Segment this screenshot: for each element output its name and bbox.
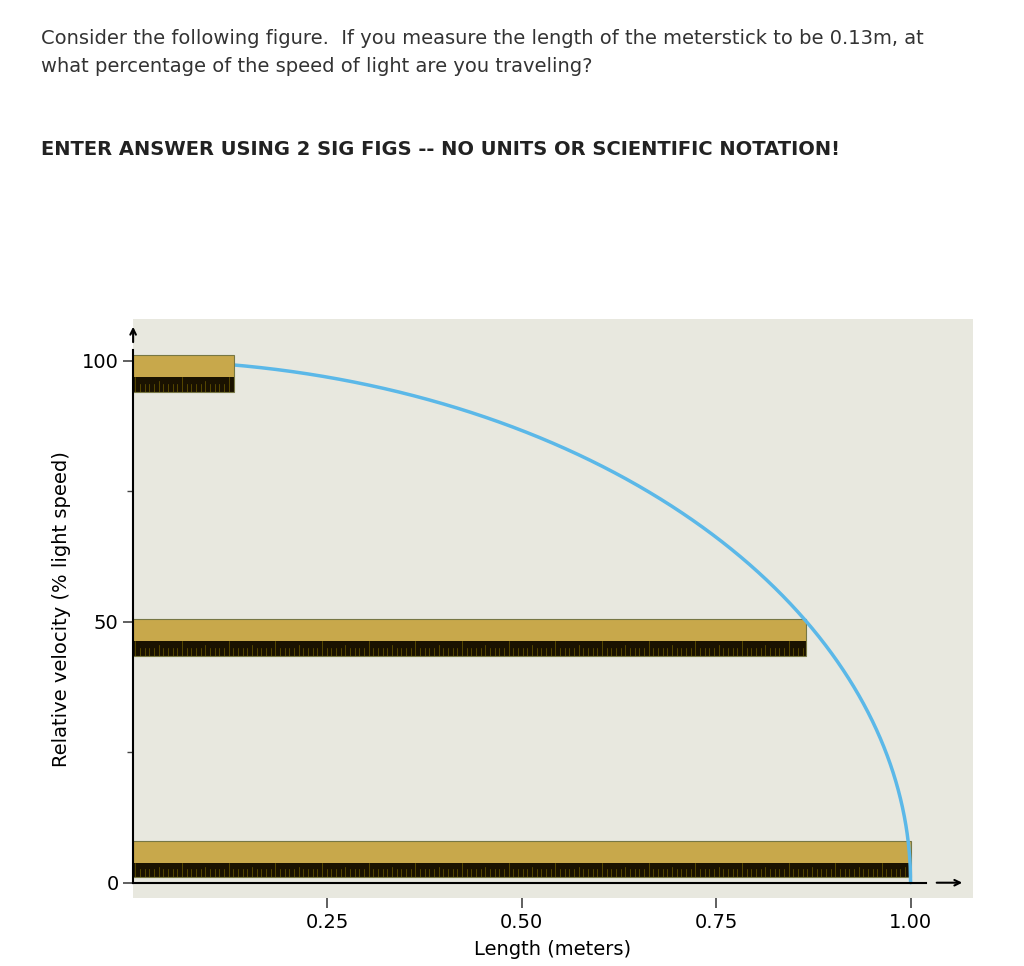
Text: ENTER ANSWER USING 2 SIG FIGS -- NO UNITS OR SCIENTIFIC NOTATION!: ENTER ANSWER USING 2 SIG FIGS -- NO UNIT… [41,140,840,159]
Y-axis label: Relative velocity (% light speed): Relative velocity (% light speed) [51,451,71,766]
Bar [133,841,910,877]
Bar [133,619,807,656]
Bar [133,355,234,378]
Bar [133,378,234,392]
Bar [133,619,807,641]
Bar [133,641,807,656]
Text: Consider the following figure.  If you measure the length of the meterstick to b: Consider the following figure. If you me… [41,29,924,76]
X-axis label: Length (meters): Length (meters) [474,940,632,959]
Bar [133,841,910,863]
Bar [133,863,910,877]
Bar [133,355,234,392]
